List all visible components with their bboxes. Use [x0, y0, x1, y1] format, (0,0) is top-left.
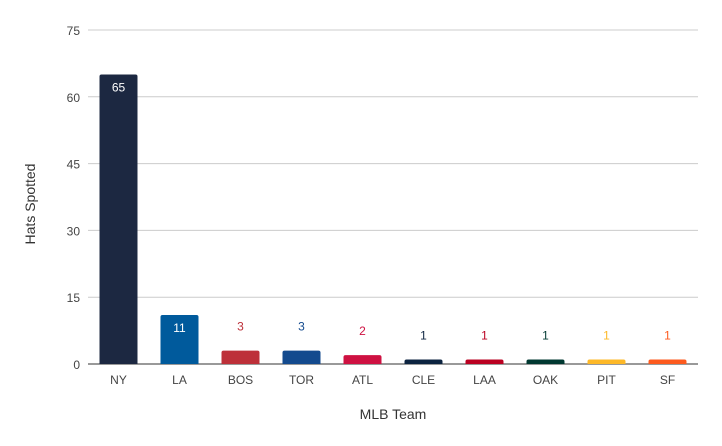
x-tick-label: BOS — [228, 373, 253, 387]
y-axis-label: Hats Spotted — [22, 164, 38, 245]
y-tick-label: 15 — [67, 291, 81, 305]
y-tick-label: 60 — [67, 91, 81, 105]
x-tick-label: LA — [172, 373, 187, 387]
data-label: 11 — [173, 321, 186, 335]
data-label: 1 — [664, 329, 671, 343]
data-label: 65 — [112, 81, 126, 95]
bar-sf — [648, 359, 687, 364]
y-tick-label: 30 — [67, 224, 81, 238]
x-tick-label: TOR — [289, 373, 314, 387]
bar-laa — [465, 359, 504, 364]
y-tick-label: 45 — [67, 158, 81, 172]
x-tick-label: CLE — [412, 373, 435, 387]
bar-pit — [587, 359, 626, 364]
x-tick-label: NY — [110, 373, 127, 387]
x-axis-label: MLB Team — [360, 406, 427, 422]
bar-tor — [282, 350, 321, 364]
data-label: 1 — [481, 329, 488, 343]
x-tick-label: PIT — [597, 373, 616, 387]
x-tick-label: ATL — [352, 373, 373, 387]
bar-atl — [343, 355, 382, 364]
data-label: 3 — [237, 320, 244, 334]
data-label: 3 — [298, 320, 305, 334]
x-tick-label: LAA — [473, 373, 496, 387]
data-label: 1 — [420, 329, 427, 343]
bar-bos — [221, 350, 260, 364]
data-label: 2 — [359, 324, 366, 338]
bar-oak — [526, 359, 565, 364]
x-tick-label: SF — [660, 373, 675, 387]
y-tick-label: 75 — [67, 24, 81, 38]
bar-cle — [404, 359, 443, 364]
x-tick-label: OAK — [533, 373, 558, 387]
bar-ny — [99, 74, 138, 365]
bar-la — [160, 315, 199, 364]
data-label: 1 — [603, 329, 610, 343]
y-tick-label: 0 — [73, 358, 80, 372]
data-label: 1 — [542, 329, 549, 343]
